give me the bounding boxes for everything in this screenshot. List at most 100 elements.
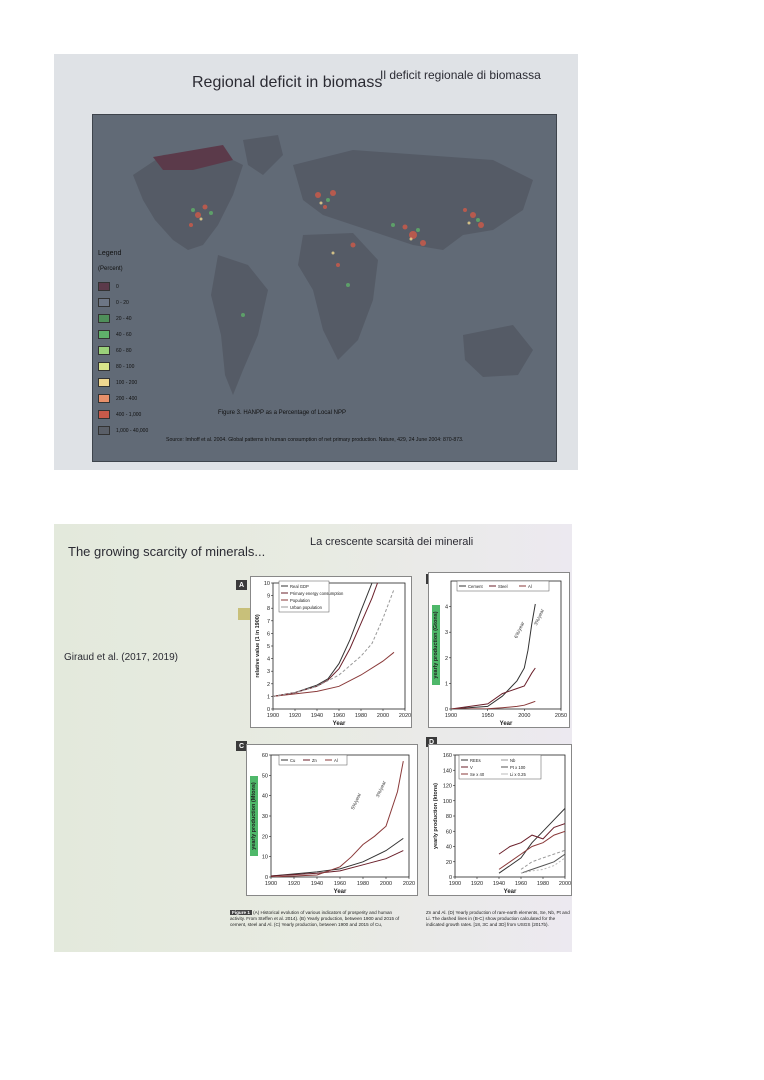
slide-title-it: Il deficit regionale di biomassa xyxy=(380,68,541,82)
legend-swatch xyxy=(98,346,110,355)
y-tick-label: 160 xyxy=(443,753,452,759)
x-tick-label: 1980 xyxy=(357,881,369,887)
legend-swatch xyxy=(98,394,110,403)
y-axis-label: yearly production (ktons) xyxy=(433,783,439,849)
y-tick-label: 1 xyxy=(445,681,448,687)
y-tick-label: 7 xyxy=(267,619,270,625)
legend-swatch xyxy=(98,330,110,339)
x-tick-label: 1900 xyxy=(445,713,457,719)
series-line-population xyxy=(273,651,395,697)
x-axis-label: Year xyxy=(334,889,347,895)
x-tick-label: 1900 xyxy=(267,713,279,719)
y-label-highlight xyxy=(250,776,258,856)
legend-entry: Primary energy consumption xyxy=(290,591,344,596)
legend-item: 80 - 100 xyxy=(98,362,134,371)
series-line-primary-energy-consumption xyxy=(273,583,378,697)
legend-item: 60 - 80 xyxy=(98,346,132,355)
legend-subtitle: (Percent) xyxy=(98,266,123,272)
legend-entry: Al xyxy=(528,584,532,589)
x-tick-label: 1960 xyxy=(515,881,527,887)
legend-swatch xyxy=(98,362,110,371)
y-tick-label: 4 xyxy=(445,605,448,611)
growth-annotation: 6%/year xyxy=(513,621,526,640)
y-axis-label: yearly production (Mtons) xyxy=(251,782,257,850)
series-line-al xyxy=(271,761,404,877)
legend-entry: Urban population xyxy=(290,605,323,610)
legend-item: 40 - 60 xyxy=(98,330,132,339)
y-tick-label: 10 xyxy=(262,855,268,861)
legend-entry: Nb xyxy=(510,758,516,763)
x-tick-label: 1940 xyxy=(311,713,323,719)
legend-box xyxy=(278,754,348,766)
series-line-cement xyxy=(451,603,536,709)
legend-label: 80 - 100 xyxy=(116,363,135,370)
growth-annotation: 5%/year xyxy=(350,792,363,811)
slide-title-it: La crescente scarsità dei minerali xyxy=(310,536,474,548)
y-tick-label: 0 xyxy=(267,707,270,713)
x-tick-label: 1920 xyxy=(288,881,300,887)
y-tick-label: 40 xyxy=(446,845,452,851)
y-tick-label: 50 xyxy=(262,773,268,779)
legend-label: 400 - 1,000 xyxy=(116,411,142,418)
y-tick-label: 140 xyxy=(443,768,452,774)
x-tick-label: 2000 xyxy=(380,881,392,887)
series-line-cu xyxy=(271,837,404,877)
legend-box xyxy=(456,580,550,592)
legend-item: 100 - 200 xyxy=(98,378,137,387)
y-axis-label: relative value (1 in 1900) xyxy=(255,614,261,677)
figure-caption-left: Figure 1 (A) Historical evolution of var… xyxy=(230,910,406,928)
legend-swatch xyxy=(98,426,110,435)
y-tick-label: 30 xyxy=(262,814,268,820)
x-tick-label: 1950 xyxy=(482,713,494,719)
y-tick-label: 60 xyxy=(446,829,452,835)
legend-entry: Cu xyxy=(290,758,296,763)
legend-swatch xyxy=(98,298,110,307)
legend-entry: Pt x 100 xyxy=(510,765,526,770)
growth-annotation: 3%/year xyxy=(375,780,388,799)
legend-swatch xyxy=(98,314,110,323)
x-tick-label: 1900 xyxy=(265,881,277,887)
x-tick-label: 2050 xyxy=(555,713,567,719)
y-tick-label: 60 xyxy=(262,753,268,759)
series-line-urban-population xyxy=(273,589,395,697)
figure-label: Figure 1 xyxy=(230,910,252,915)
legend-entry: Cement xyxy=(468,584,483,589)
growth-annotation: 3%/year xyxy=(533,608,546,627)
y-tick-label: 80 xyxy=(446,814,452,820)
legend-item: 400 - 1,000 xyxy=(98,410,141,419)
legend-item: 200 - 400 xyxy=(98,394,137,403)
y-tick-label: 8 xyxy=(267,606,270,612)
legend-entry: Se x 40 xyxy=(470,772,485,777)
legend-item: 0 xyxy=(98,282,119,291)
x-tick-label: 2020 xyxy=(399,713,411,719)
plot-frame xyxy=(450,580,562,710)
series-line-zn xyxy=(271,850,404,877)
x-tick-label: 1960 xyxy=(333,713,345,719)
series-line-pt-x-100 xyxy=(498,830,565,870)
legend-item: 0 - 20 xyxy=(98,298,129,307)
figure-caption-right: Zn and Al. (D) Yearly production of rare… xyxy=(426,910,570,927)
y-tick-label: 3 xyxy=(267,669,270,675)
y-tick-label: 20 xyxy=(262,834,268,840)
y-tick-label: 0 xyxy=(445,707,448,713)
legend-entry: Al xyxy=(334,758,338,763)
series-line-nb xyxy=(520,853,565,874)
x-axis-label: Year xyxy=(500,721,513,727)
y-tick-label: 5 xyxy=(267,644,270,650)
legend-box xyxy=(458,754,542,780)
source-citation: Source: Imhoff et al. 2004. Global patte… xyxy=(166,437,464,443)
slide-minerals-scarcity: The growing scarcity of minerals... La c… xyxy=(54,524,572,952)
x-axis-label: Year xyxy=(504,889,517,895)
y-tick-label: 100 xyxy=(443,799,452,805)
x-tick-label: 1980 xyxy=(355,713,367,719)
legend-item: 20 - 40 xyxy=(98,314,132,323)
legend-label: 1,000 - 40,000 xyxy=(116,427,149,434)
y-tick-label: 6 xyxy=(267,631,270,637)
legend-item: 1,000 - 40,000 xyxy=(98,426,148,435)
x-tick-label: 1920 xyxy=(471,881,483,887)
legend-entry: Zn xyxy=(312,758,318,763)
panel-label-a: A xyxy=(236,580,247,590)
chart-b: 1900 1950 2000 2050 0 1 2 3 4 Year yearly producti… xyxy=(428,572,570,728)
series-line-rees xyxy=(498,808,565,874)
y-tick-label: 1 xyxy=(267,694,270,700)
